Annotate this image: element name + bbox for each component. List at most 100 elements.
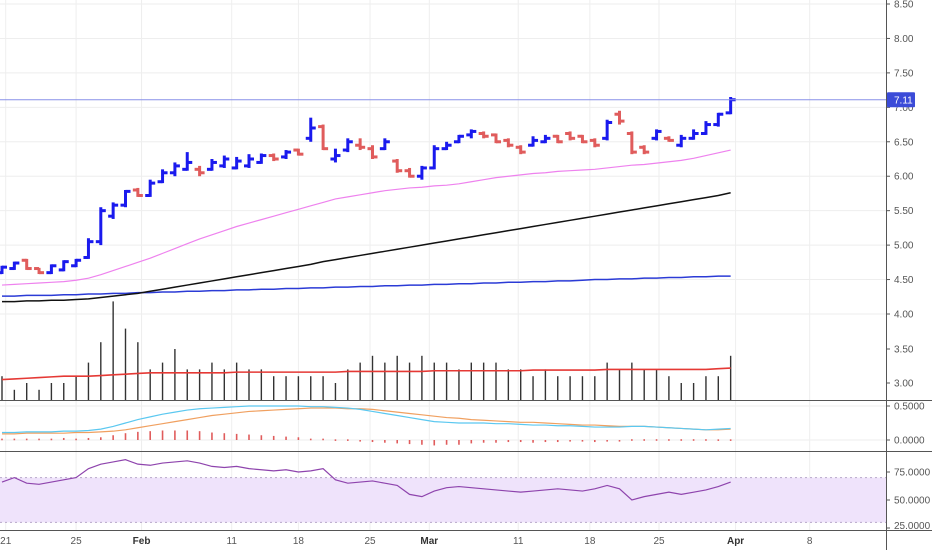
rsi-line xyxy=(1,459,731,501)
macd-histogram-bar xyxy=(198,431,201,440)
macd-histogram-bar xyxy=(680,439,683,441)
ohlc-bar-up xyxy=(342,138,353,153)
ohlc-bar-up xyxy=(9,261,20,271)
ohlc-bar-down xyxy=(614,110,625,125)
macd-histogram-bar xyxy=(347,439,349,441)
grid xyxy=(0,0,886,530)
macd-histogram-bar xyxy=(581,440,584,442)
macd-histogram-bar xyxy=(458,440,460,445)
macd-histogram-bar xyxy=(248,434,250,440)
current-price-tag-bg xyxy=(887,92,915,108)
macd-histogram-bar xyxy=(594,440,596,443)
macd-histogram-bar xyxy=(137,431,139,440)
macd-histogram-bar xyxy=(161,430,164,440)
ohlc-bar-down xyxy=(478,131,489,139)
ohlc-bar-up xyxy=(157,169,168,184)
time-tick-label: 21 xyxy=(0,536,12,547)
macd-histogram-bar xyxy=(87,437,90,440)
price-axis[interactable]: 8.50 8.00 7.50 7.00 6.50 6.00 5.50 5.00 4.50 4.00… xyxy=(886,0,931,532)
macd-histogram-bar xyxy=(482,440,485,443)
time-tick-label: Feb xyxy=(133,536,151,547)
price-tick-label: 4.50 xyxy=(894,275,914,286)
macd-histogram-bar xyxy=(211,432,213,440)
ohlc-bar-up xyxy=(281,150,292,159)
ohlc-bar-up xyxy=(58,260,69,272)
ohlc-bar-up xyxy=(466,129,477,139)
macd-histogram-bar xyxy=(569,440,571,442)
macd-histogram-bar xyxy=(334,439,337,441)
ohlc-bar-up xyxy=(145,179,156,198)
macd-tick-label: 0.5000 xyxy=(894,402,925,413)
ohlc-bar-up xyxy=(231,156,242,170)
macd-histogram-bar xyxy=(75,438,77,441)
macd-histogram-bar xyxy=(421,440,423,445)
ohlc-bar-up xyxy=(219,155,230,168)
ohlc-bar-down xyxy=(34,267,45,275)
macd-histogram-bar xyxy=(556,440,559,443)
price-bars xyxy=(0,97,736,275)
time-tick-label: 25 xyxy=(364,536,376,547)
price-tick-label: 7.00 xyxy=(894,103,914,114)
macd-histogram-bar xyxy=(235,433,238,440)
ohlc-bar-down xyxy=(552,134,563,144)
macd-histogram-bar xyxy=(655,439,658,441)
current-price-label: 7.11 xyxy=(894,95,913,106)
ohlc-bar-down xyxy=(318,124,329,151)
macd-histogram-bar xyxy=(272,435,275,440)
fast-moving-average-line xyxy=(1,149,731,286)
ohlc-bar-down xyxy=(367,145,378,159)
ohlc-bar-down xyxy=(589,138,600,148)
macd-histogram-bar xyxy=(13,438,16,441)
ohlc-bar-up xyxy=(169,162,180,177)
ohlc-bar-up xyxy=(713,112,724,127)
macd-histogram-bar xyxy=(371,440,374,443)
volume-histogram xyxy=(1,301,732,400)
rsi-panel xyxy=(1,459,731,501)
ohlc-bar-up xyxy=(441,141,452,151)
macd-histogram-bar xyxy=(668,439,670,441)
ohlc-bar-up xyxy=(700,121,711,136)
time-tick-label: 25 xyxy=(71,536,83,547)
volume-average-line xyxy=(1,367,731,381)
macd-histogram-bar xyxy=(470,440,473,444)
macd-histogram-bar xyxy=(112,435,114,440)
time-axis[interactable]: 21 25 Feb 11 18 25 Mar 11 18 25 Apr 8 xyxy=(0,536,813,547)
mid-moving-average-line xyxy=(2,192,731,303)
macd-histogram-bar xyxy=(223,433,226,440)
ohlc-bar-up xyxy=(330,148,341,163)
macd-line xyxy=(2,405,731,434)
volume-tick-label: 3.00 xyxy=(894,379,914,390)
macd-histogram-bar xyxy=(124,433,127,440)
volume-tick-label: 3.50 xyxy=(894,345,914,356)
time-tick-label: Mar xyxy=(420,536,438,547)
ohlc-bar-down xyxy=(663,136,674,142)
ohlc-bar-up xyxy=(46,264,57,275)
time-tick-label: 11 xyxy=(227,536,238,547)
macd-tick-label: 0.0000 xyxy=(894,436,925,447)
ohlc-bar-up xyxy=(256,153,267,164)
ohlc-bar-up xyxy=(305,117,316,142)
macd-histogram-bar xyxy=(433,440,436,446)
ohlc-bar-up xyxy=(453,134,464,144)
ohlc-bar-up xyxy=(379,138,390,151)
ohlc-bar-up xyxy=(688,129,699,140)
ohlc-bar-up xyxy=(83,238,94,260)
ohlc-bar-down xyxy=(194,165,205,177)
macd-histogram-bar xyxy=(186,430,189,440)
ohlc-bar-up xyxy=(182,152,193,171)
macd-histogram-bar xyxy=(62,437,65,440)
time-tick-label: 8 xyxy=(807,536,813,547)
time-tick-label: Apr xyxy=(727,536,744,547)
macd-histogram-bar xyxy=(285,436,287,440)
ohlc-bar-up xyxy=(71,258,82,268)
ohlc-bar-up xyxy=(108,202,119,219)
slow-moving-average-line xyxy=(2,275,731,297)
macd-histogram-bar xyxy=(631,439,633,441)
time-tick-label: 25 xyxy=(653,536,665,547)
price-tick-label: 8.00 xyxy=(894,34,914,45)
ohlc-bar-down xyxy=(268,153,279,162)
ohlc-bar-up xyxy=(602,119,613,141)
